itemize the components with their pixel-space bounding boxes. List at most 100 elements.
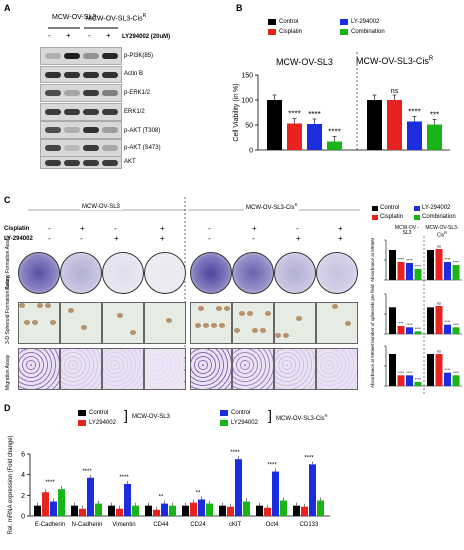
sig-c: ns [437, 301, 441, 306]
bar-d [71, 505, 78, 516]
bar-d [206, 503, 213, 516]
sig-b: *** [430, 111, 439, 120]
bar-c [452, 375, 460, 386]
blot-strip [40, 47, 122, 65]
bar-d [108, 505, 115, 516]
blot-band [83, 71, 99, 78]
spheroid [37, 303, 43, 308]
sig-d: **** [82, 469, 92, 475]
legend-b-cis: Cisplatin [279, 29, 303, 35]
bar-b [367, 100, 382, 150]
xlabel-d: E-Cadherin [35, 522, 65, 528]
migration-image [102, 348, 144, 390]
colony-plate [144, 252, 186, 294]
migration-image [144, 348, 186, 390]
sig-c: ns [437, 349, 441, 354]
bar-d [293, 505, 300, 516]
legend-c-ly: LY-294002 [422, 205, 451, 211]
blot-band [64, 127, 80, 133]
spheroid [216, 306, 222, 311]
blot-label-6: p-AKT (S473) [124, 145, 161, 151]
blot-label-1: p-PI3K(85) [124, 53, 154, 59]
sig-d: ** [159, 495, 164, 501]
spheroid-image [102, 302, 144, 344]
panel-d-label: D [4, 403, 11, 413]
sig-b: **** [288, 110, 300, 119]
spheroid [130, 330, 136, 335]
bar-d [153, 509, 160, 516]
tick-label-b: 150 [241, 73, 253, 80]
blot-label-7: AKT [124, 159, 136, 165]
bar-c [414, 269, 422, 280]
spheroid [24, 320, 30, 325]
sig-c: ns [437, 244, 441, 249]
sig-d: ** [196, 490, 201, 496]
blot-band [64, 109, 80, 115]
blot-strip [40, 103, 122, 121]
blot-band [83, 53, 99, 59]
bar-d [87, 477, 94, 516]
bar-d [301, 506, 308, 516]
blot-strip [40, 84, 122, 102]
bar-d [243, 501, 250, 516]
bar-c [406, 375, 413, 386]
blot-label-5: p-AKT (T308) [124, 128, 161, 134]
bar-d [58, 489, 65, 516]
colony-plate [60, 252, 102, 294]
sign-c: - [48, 234, 51, 243]
legend-d-group2: MCW-OV-SL3-CisR [276, 413, 328, 423]
spheroid [32, 320, 38, 325]
bar-d [50, 501, 57, 516]
spheroid [68, 308, 74, 313]
legend-d-ly1: LY294002 [89, 420, 116, 426]
sign-c: + [338, 224, 343, 233]
xlabel-d: Oct4 [266, 522, 279, 528]
spheroid [239, 311, 245, 316]
sig-c: **** [453, 370, 460, 375]
tick-label-b: 100 [241, 98, 253, 105]
sign-c: + [296, 234, 301, 243]
panel-b-title1: MCW-OV-SL3 [276, 57, 333, 67]
legend-d-control2: Control [231, 410, 251, 416]
sig-c: **** [406, 258, 413, 263]
tick-label-b: 50 [245, 123, 253, 130]
panel-c-group2: MCW-OV-SL3-CisR [244, 202, 300, 211]
blot-band [45, 71, 61, 78]
blot-strip [40, 121, 122, 139]
spheroid [198, 306, 204, 311]
bar-b [287, 123, 302, 150]
spheroid [19, 303, 25, 308]
legend-d-bracket1: ] [124, 407, 128, 423]
colony-plate [316, 252, 358, 294]
migration-image [18, 348, 60, 390]
bar-d [219, 505, 226, 516]
blot-band [64, 145, 80, 151]
bar-c [389, 354, 396, 386]
spheroid-image [18, 302, 60, 344]
bar-d [317, 500, 324, 516]
bar-c [444, 262, 451, 280]
tick-label-d: 2 [21, 493, 25, 500]
assay-label-3: Migration Assay [5, 354, 11, 390]
legend-d-control1: Control [89, 410, 109, 416]
sig-c: **** [398, 257, 405, 262]
blot-band [102, 53, 118, 59]
bar-d [198, 499, 205, 516]
sign-c: - [296, 224, 299, 233]
legend-b-control-swatch [268, 19, 276, 25]
migration-image [232, 348, 274, 390]
blot-band [45, 145, 61, 151]
sig-c: **** [406, 322, 413, 327]
sign-c: - [80, 234, 83, 243]
bar-b [407, 121, 422, 150]
sig-c: **** [453, 260, 460, 265]
row-ly: LY-294002 [4, 236, 33, 242]
bar-c [406, 263, 413, 280]
legend-c-control-swatch [372, 206, 378, 211]
blot-band [45, 159, 61, 166]
bar-c [435, 354, 443, 386]
spheroid [195, 323, 201, 328]
assay-label-2: 3-D Spheroid Formation Assay [5, 275, 11, 344]
blot-band [45, 90, 61, 96]
